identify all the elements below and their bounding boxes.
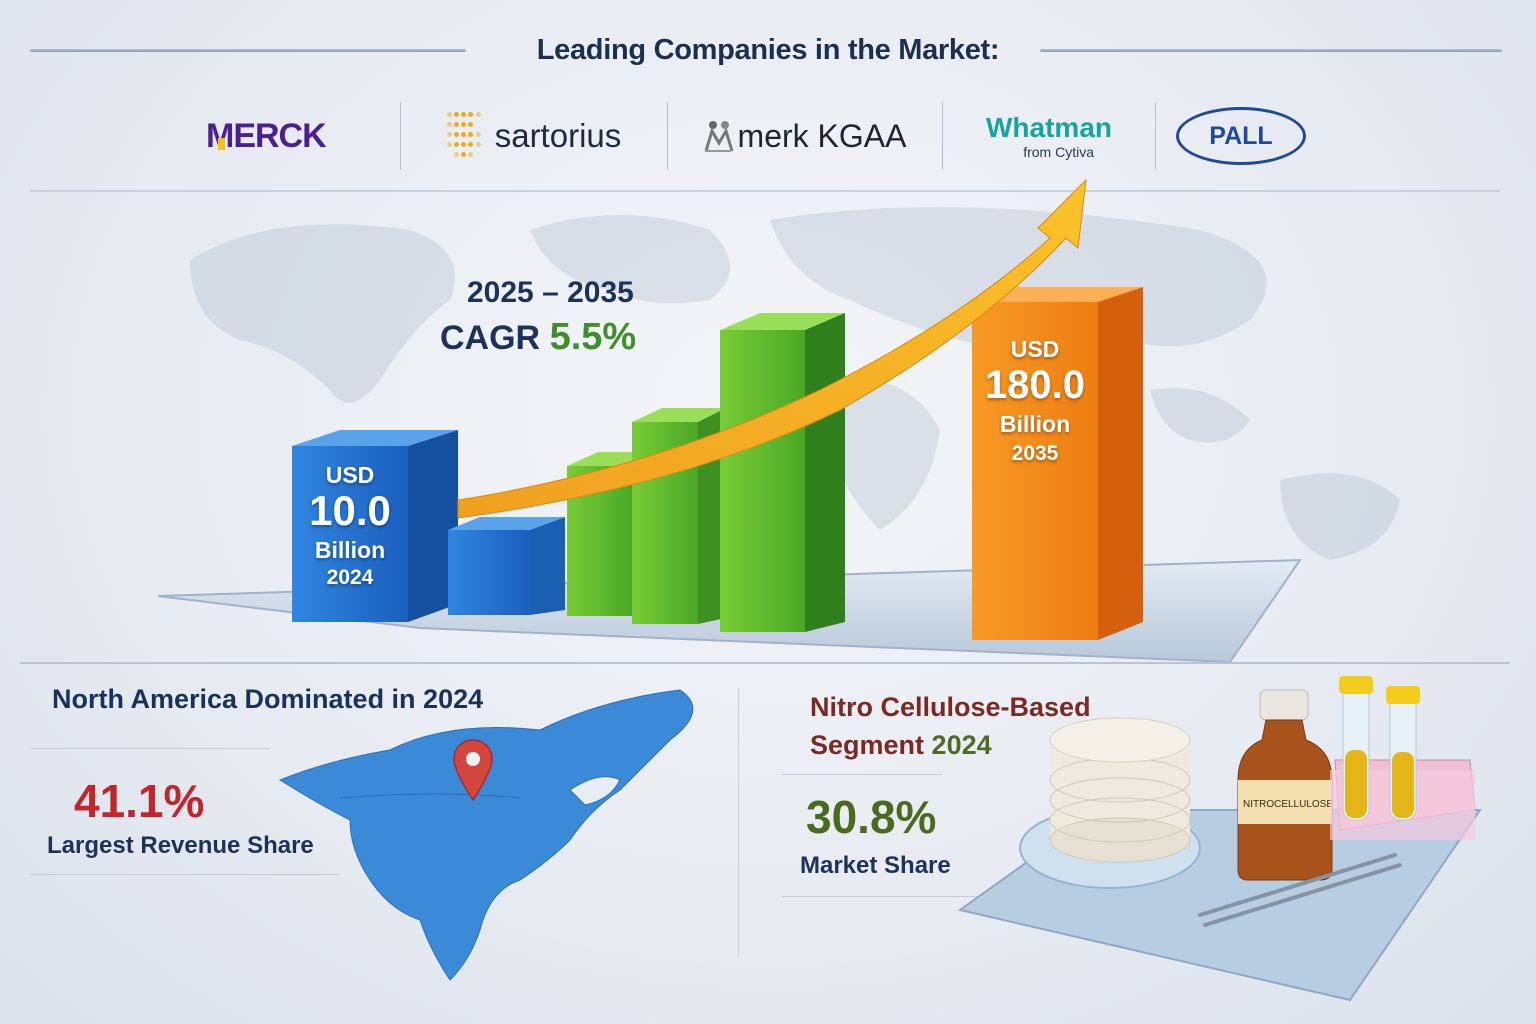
start-unit: Billion <box>314 537 386 563</box>
cagr-label: CAGR <box>440 319 541 357</box>
logo-pall: PALL <box>1156 100 1326 172</box>
bottle-label: NITROCELLULOSE <box>1243 799 1333 810</box>
vertical-divider <box>738 688 739 958</box>
lab-illustration: NITROCELLULOSE <box>957 676 1482 1002</box>
merk-kgaa-logo-text: merk KGAA <box>737 117 907 154</box>
segment-divider <box>782 896 982 897</box>
bar-label-2024: USD 10.0 Billion 2024 <box>292 462 408 590</box>
header-rule-left <box>30 49 466 52</box>
logo-divider <box>942 102 943 170</box>
regional-divider <box>30 748 270 749</box>
logo-whatman: Whatman from Cytiva <box>943 100 1155 172</box>
segment-title: Nitro Cellulose-Based Segment 2024 <box>810 688 1091 764</box>
location-pin-icon <box>453 739 493 802</box>
north-america-map <box>278 689 694 981</box>
regional-value: 41.1% <box>74 775 205 827</box>
end-value: 180.0 <box>984 363 1086 407</box>
logo-merk-kgaa: merk KGAA <box>668 100 942 172</box>
logo-divider <box>1155 102 1156 170</box>
segment-title-line2: Segment <box>810 730 925 760</box>
end-currency: USD <box>1010 336 1060 362</box>
sartorius-dots-icon <box>446 112 481 160</box>
segment-value: 30.8% <box>806 791 937 843</box>
segment-label: Market Share <box>800 852 951 879</box>
start-value: 10.0 <box>309 487 391 534</box>
merck-logo-text: MERCK <box>200 117 380 156</box>
pall-logo-text: PALL <box>1176 107 1306 165</box>
start-year: 2024 <box>326 566 374 589</box>
bar-chart <box>157 178 1302 664</box>
whatman-sub-text: from Cytiva <box>1023 144 1094 160</box>
merk-kgaa-icon <box>704 121 733 152</box>
section-divider <box>30 190 1500 192</box>
whatman-logo-text: Whatman <box>986 112 1112 143</box>
section-divider <box>20 662 1510 664</box>
cagr-text: CAGR 5.5% <box>440 316 636 359</box>
bar-label-2035: USD 180.0 Billion 2035 <box>972 336 1098 466</box>
header-rule-right <box>1040 49 1502 52</box>
segment-year: 2024 <box>931 730 992 760</box>
start-currency: USD <box>325 462 375 488</box>
logo-divider <box>667 102 668 170</box>
regional-label: Largest Revenue Share <box>47 832 314 859</box>
end-year: 2035 <box>1011 442 1059 465</box>
cagr-period: 2025 – 2035 <box>467 276 634 309</box>
page-title: Leading Companies in the Market: <box>536 34 1000 66</box>
end-unit: Billion <box>999 411 1071 437</box>
logo-divider <box>400 102 401 170</box>
cagr-value: 5.5% <box>549 316 637 358</box>
regional-divider <box>30 874 340 875</box>
growth-arrow <box>457 178 1087 519</box>
segment-title-line1: Nitro Cellulose-Based <box>810 692 1091 722</box>
regional-title: North America Dominated in 2024 <box>52 684 484 714</box>
logo-sartorius: sartorius <box>401 100 667 172</box>
logo-merck: MERCK <box>180 100 400 172</box>
segment-divider <box>782 774 942 775</box>
sartorius-logo-text: sartorius <box>494 117 622 154</box>
company-logos: MERCK sartorius merk KGAA Whatman from C… <box>180 100 1326 172</box>
